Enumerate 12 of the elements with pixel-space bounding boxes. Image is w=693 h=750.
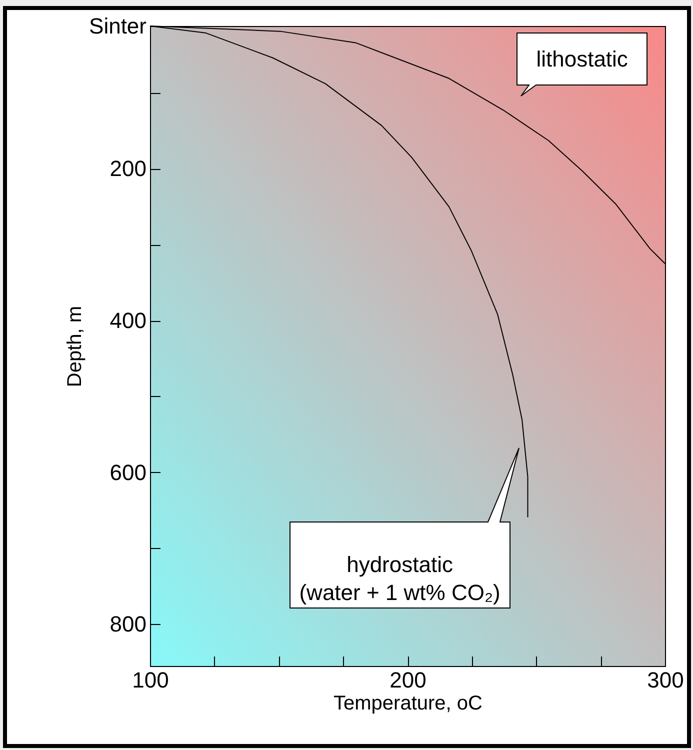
x-axis-title: Temperature, oC — [334, 692, 482, 714]
x-tick-label: 300 — [647, 668, 684, 692]
x-tick-label: 100 — [132, 668, 169, 692]
y-tick-label: 200 — [110, 156, 146, 182]
y-tick-label: Sinter — [89, 14, 146, 38]
y-tick-label: 400 — [110, 308, 146, 334]
x-tick-label: 200 — [390, 668, 426, 692]
text: lithostatic — [536, 46, 628, 72]
y-tick-label: 800 — [110, 612, 146, 637]
text: hydrostatic (water + 1 wt% CO₂) — [299, 552, 500, 605]
y-axis-title: Depth, m — [64, 306, 86, 388]
y-tick-label: 600 — [110, 460, 146, 485]
